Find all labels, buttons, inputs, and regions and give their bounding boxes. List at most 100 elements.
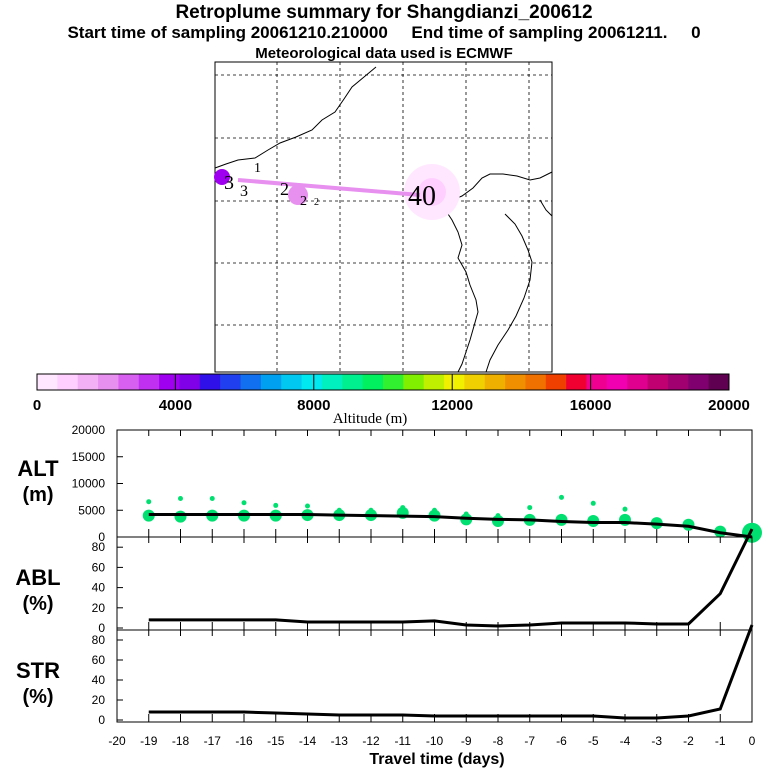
y-tick-label: 10000 xyxy=(72,477,106,491)
colorbar-cell xyxy=(240,374,262,390)
x-tick-label: -18 xyxy=(172,734,190,748)
colorbar-cell xyxy=(708,374,730,390)
abl-series-line xyxy=(148,528,754,628)
str-series-line xyxy=(148,624,754,720)
colorbar-cell xyxy=(362,374,384,390)
chart-title: Retroplume summary for Shangdianzi_20061… xyxy=(175,2,593,23)
x-tick-label: -12 xyxy=(362,734,380,748)
y-tick-label: 60 xyxy=(92,560,106,574)
colorbar-cell xyxy=(57,374,79,390)
colorbar-cell xyxy=(464,374,486,390)
colorbar-cell xyxy=(301,374,323,390)
alt-dot-upper xyxy=(305,503,310,509)
y-tick-label: 5000 xyxy=(78,503,105,517)
colorbar-cell xyxy=(281,374,303,390)
x-tick-label: -7 xyxy=(524,734,535,748)
x-tick-label: -5 xyxy=(588,734,599,748)
panel-label: ABL xyxy=(15,565,60,590)
y-tick-label: 20000 xyxy=(72,423,106,437)
colorbar-cell xyxy=(118,374,140,390)
met-data-source: Meteorological data used is ECMWF xyxy=(255,45,513,62)
panel-frame xyxy=(116,536,753,631)
map-labels: 40 2 3 2 3 1 2 xyxy=(224,161,436,212)
x-tick-label: -19 xyxy=(140,734,158,748)
x-tick-label: -6 xyxy=(556,734,567,748)
plume-core-origin xyxy=(418,178,446,206)
x-tick-label: 0 xyxy=(749,734,756,748)
alt-dot-lower xyxy=(174,510,187,523)
plume-cluster-2 xyxy=(288,185,308,205)
colorbar-cell xyxy=(179,374,201,390)
y-tick-label: 0 xyxy=(98,621,105,635)
x-tick-label: -11 xyxy=(395,734,412,748)
colorbar-cell xyxy=(525,374,547,390)
alt-dot-upper xyxy=(146,499,152,505)
alt-dot-upper xyxy=(178,495,183,501)
coastline xyxy=(214,66,553,373)
map-label: 2 xyxy=(280,179,289,199)
colorbar-cell xyxy=(423,374,445,390)
colorbar-cell xyxy=(220,374,242,390)
colorbar-cell xyxy=(403,374,425,390)
alt-dot-upper xyxy=(241,500,247,506)
colorbar-cell xyxy=(505,374,526,390)
x-tick-label: -20 xyxy=(108,734,126,748)
colorbar-cell xyxy=(77,374,99,390)
colorbar-cell xyxy=(444,374,465,390)
colorbar-cell xyxy=(545,374,567,390)
x-tick-label: -10 xyxy=(426,734,444,748)
map-graticule xyxy=(215,62,552,372)
colorbar-cell xyxy=(688,374,710,390)
y-tick-label: 20 xyxy=(92,693,106,707)
panel-alt: 0 5000 10000 15000 20000 ALT (m) xyxy=(17,423,762,544)
panel-label: STR xyxy=(16,658,60,683)
plume-cluster-far xyxy=(214,169,230,185)
colorbar-cell xyxy=(627,374,649,390)
colorbar-tick-label: 20000 xyxy=(708,397,750,414)
x-tick-label: -16 xyxy=(235,734,253,748)
colorbar-tick-label: 8000 xyxy=(297,397,330,414)
plume-path xyxy=(237,178,421,197)
colorbar-cell xyxy=(98,374,119,390)
colorbar-ticks: 0 4000 8000 12000 16000 20000 xyxy=(33,374,750,414)
colorbar-cell xyxy=(383,374,404,390)
alt-dot-upper xyxy=(273,502,279,508)
colorbar-tick-label: 4000 xyxy=(159,397,192,414)
colorbar-cell xyxy=(138,374,160,390)
y-tick-label: 60 xyxy=(92,653,106,667)
colorbar-tick-label: 12000 xyxy=(431,397,473,414)
y-tick-label: 40 xyxy=(92,673,106,687)
colorbar-tick-label: 16000 xyxy=(570,397,612,414)
colorbar-cell xyxy=(260,374,282,390)
y-tick-label: 80 xyxy=(92,633,106,647)
colorbar-tick-label: 0 xyxy=(33,397,41,414)
y-tick-label: 80 xyxy=(92,540,106,554)
colorbar-cell xyxy=(484,374,506,390)
x-axis: -20 -19 -18 -17 -16 -15 -14 -13 -12 -11 -10 -9 -8 -7-… xyxy=(108,734,755,768)
map-label: 2 xyxy=(300,194,307,209)
colorbar-cell xyxy=(199,374,221,390)
y-tick-label: 0 xyxy=(98,530,105,544)
colorbar-cell xyxy=(647,374,669,390)
alt-series-line xyxy=(148,513,753,539)
colorbar-cell xyxy=(159,374,180,390)
panel-frame xyxy=(116,629,753,723)
map-label: 40 xyxy=(408,181,436,212)
x-tick-label: -17 xyxy=(204,734,222,748)
panel-unit: (%) xyxy=(22,593,53,615)
x-tick-label: -3 xyxy=(651,734,662,748)
colorbar-cell xyxy=(342,374,364,390)
y-tick-label: 15000 xyxy=(72,450,106,464)
sampling-time: Start time of sampling 20061210.210000 E… xyxy=(67,23,701,42)
alt-dot-upper xyxy=(559,494,564,500)
map-label: 3 xyxy=(240,183,248,200)
panel-str: 0 20 40 60 80 STR (%) xyxy=(16,624,754,727)
map-frame xyxy=(214,61,553,373)
colorbar-cell xyxy=(606,374,628,390)
alt-dot-upper xyxy=(622,506,628,512)
x-tick-label: -8 xyxy=(493,734,504,748)
y-tick-label: 0 xyxy=(98,713,105,727)
panel-unit: (m) xyxy=(22,484,53,506)
